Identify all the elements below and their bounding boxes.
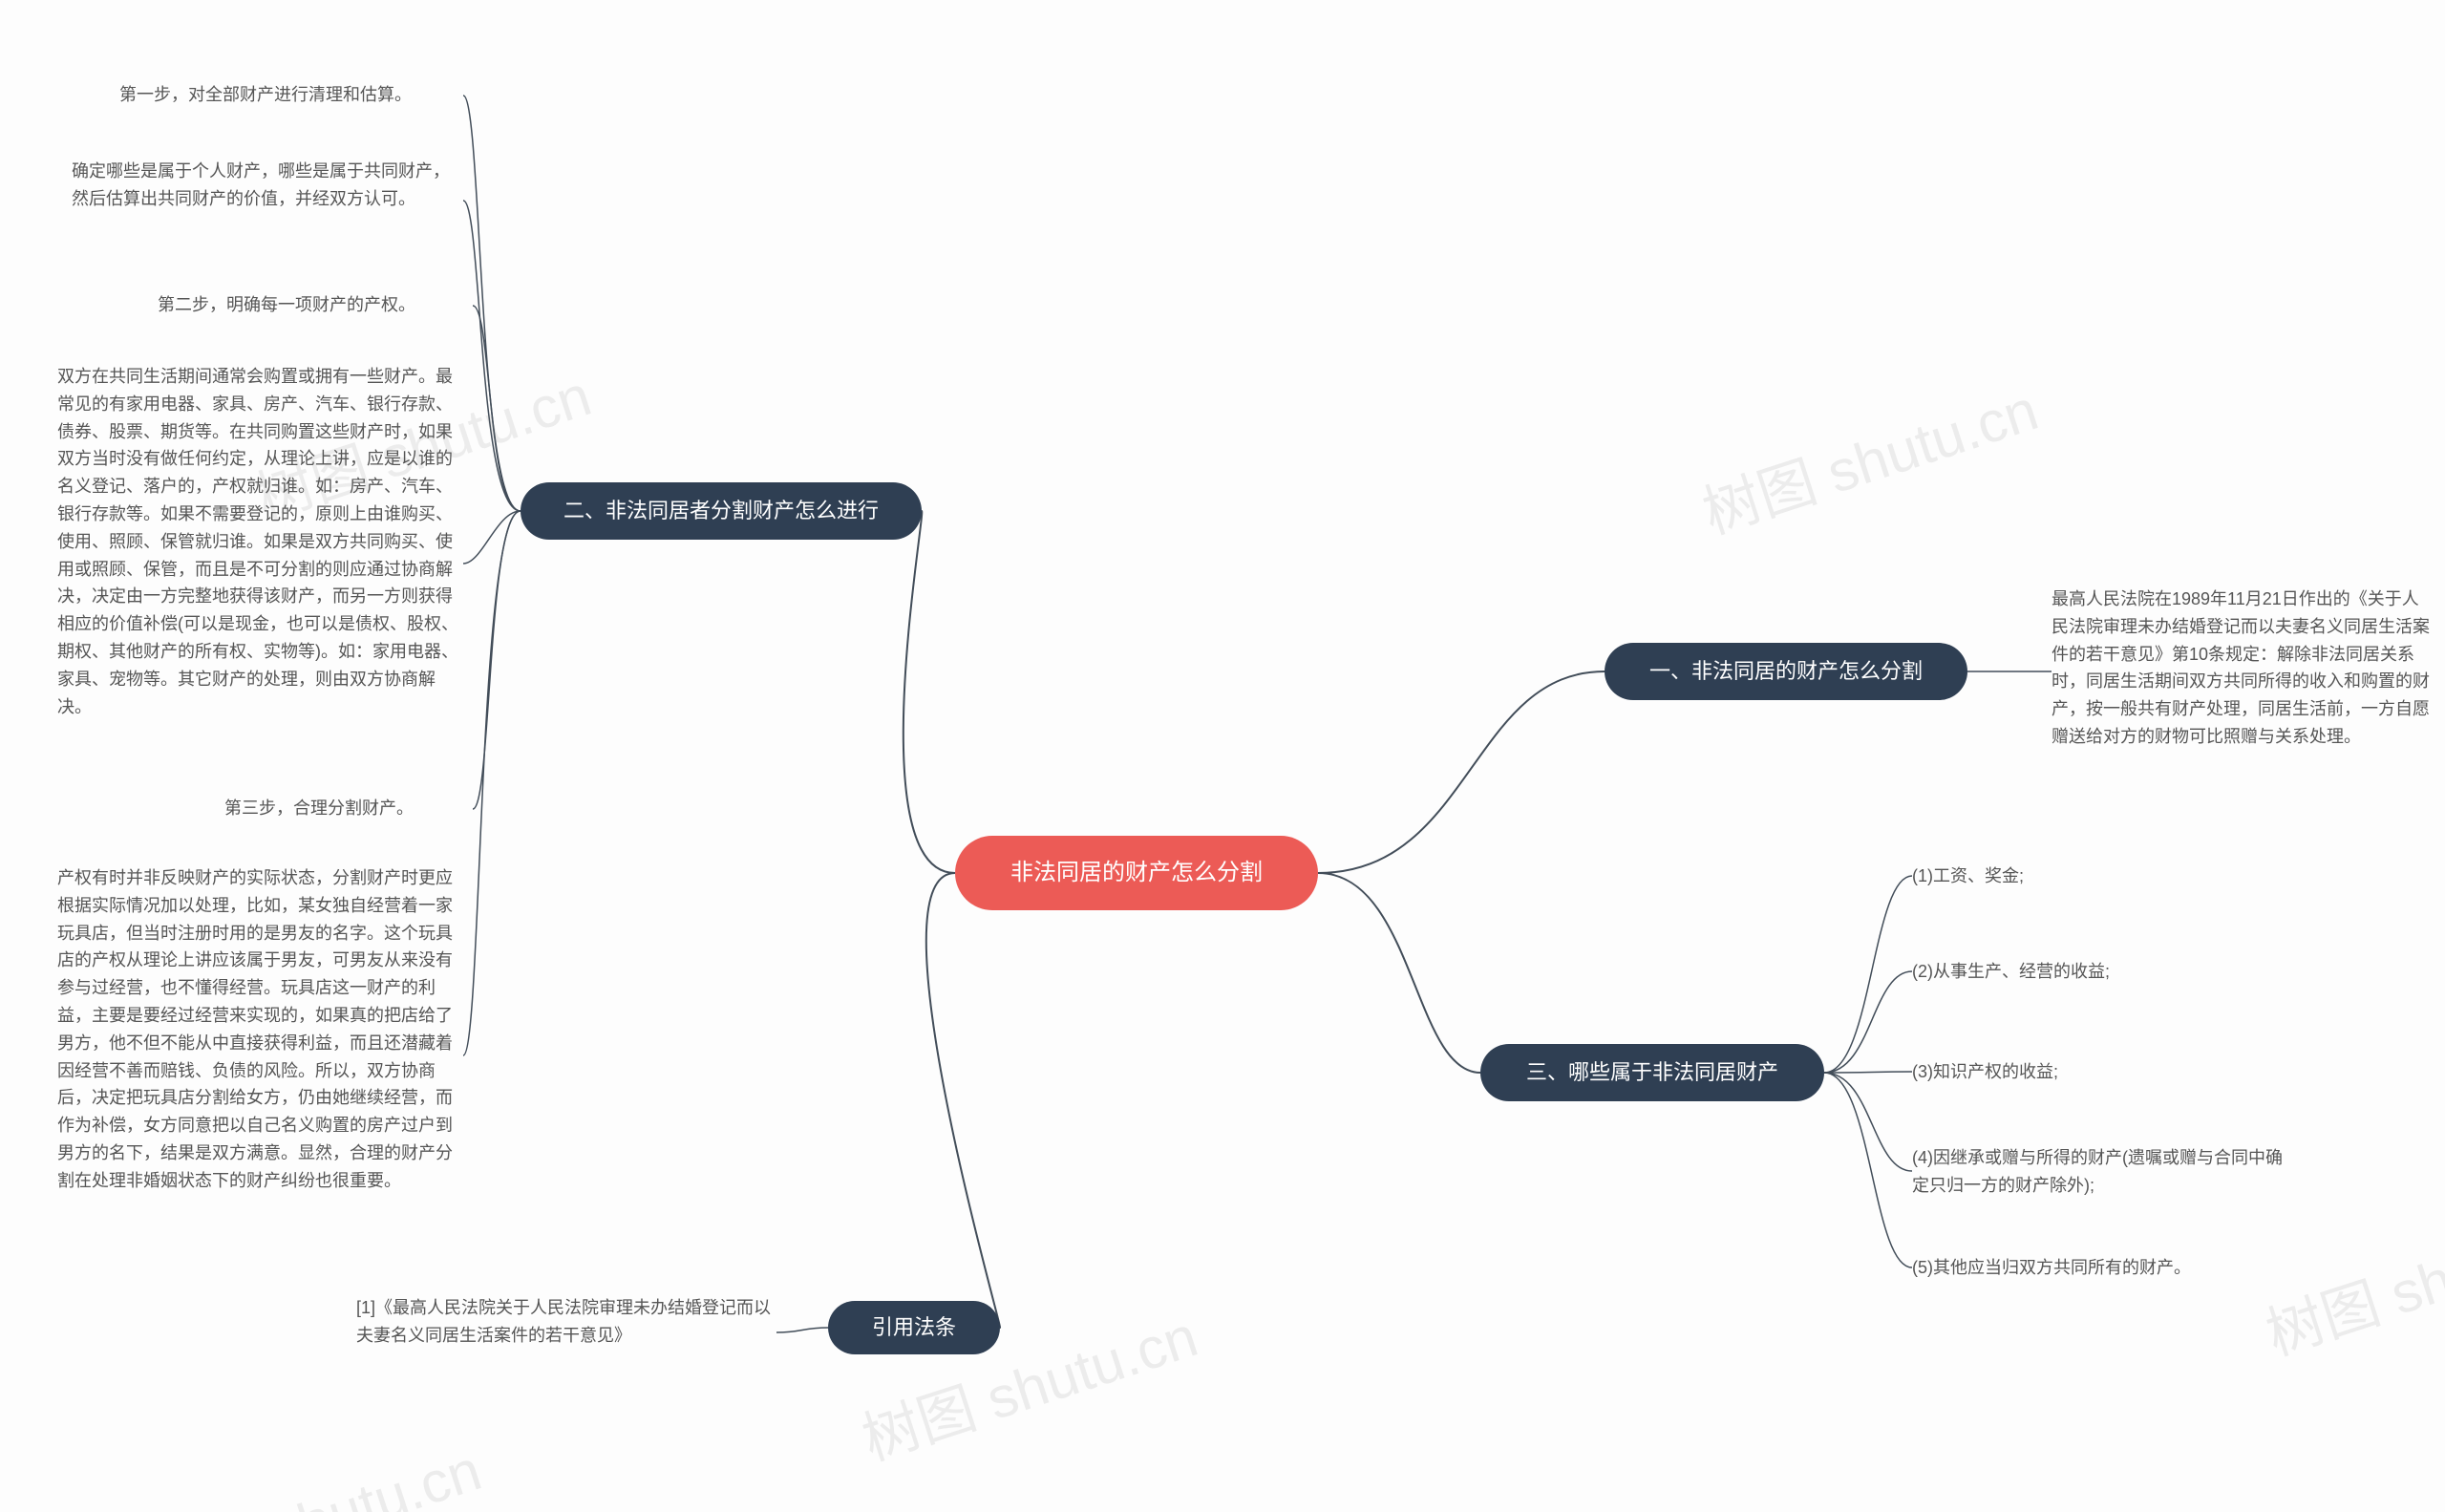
leaf-text: 第二步，明确每一项财产的产权。 [158,291,473,319]
branch-label: 一、非法同居的财产怎么分割 [1649,657,1923,687]
watermark: 树图 shutu.cn [2254,1185,2445,1372]
branch-node-3[interactable]: 三、哪些属于非法同居财产 [1480,1044,1824,1101]
leaf-text: 第三步，合理分割财产。 [224,795,473,822]
branch-label: 三、哪些属于非法同居财产 [1526,1058,1778,1088]
leaf-text: (1)工资、奖金; [1912,862,2103,890]
leaf-text: [1]《最高人民法院关于人民法院审理未办结婚登记而以夫妻名义同居生活案件的若干意… [356,1294,776,1350]
branch-label: 二、非法同居者分割财产怎么进行 [563,497,879,526]
leaf-text: 第一步，对全部财产进行清理和估算。 [119,81,463,109]
leaf-text: (3)知识产权的收益; [1912,1058,2122,1086]
watermark: 树图 shutu.cn [134,1424,490,1512]
branch-node-4[interactable]: 引用法条 [828,1301,1000,1354]
branch-node-2[interactable]: 二、非法同居者分割财产怎么进行 [521,482,922,540]
leaf-text: 双方在共同生活期间通常会购置或拥有一些财产。最常见的有家用电器、家具、房产、汽车… [57,363,463,720]
mindmap-canvas: 树图 shutu.cn 树图 shutu.cn 树图 shutu.cn 树图 s… [0,0,2445,1512]
leaf-text: 确定哪些是属于个人财产，哪些是属于共同财产，然后估算出共同财产的价值，并经双方认… [72,158,463,213]
branch-node-1[interactable]: 一、非法同居的财产怎么分割 [1605,643,1967,700]
leaf-text: (4)因继承或赠与所得的财产(遗嘱或赠与合同中确定只归一方的财产除外); [1912,1144,2294,1200]
leaf-text: 最高人民法院在1989年11月21日作出的《关于人民法院审理未办结婚登记而以夫妻… [2052,586,2434,751]
leaf-text: (2)从事生产、经营的收益; [1912,958,2179,986]
leaf-text: (5)其他应当归双方共同所有的财产。 [1912,1254,2256,1282]
root-node[interactable]: 非法同居的财产怎么分割 [955,836,1318,910]
root-label: 非法同居的财产怎么分割 [1010,857,1263,889]
leaf-text: 产权有时并非反映财产的实际状态，分割财产时更应根据实际情况加以处理，比如，某女独… [57,864,463,1195]
branch-label: 引用法条 [872,1313,956,1343]
connector-layer [0,0,2445,1512]
watermark: 树图 shutu.cn [1690,364,2047,550]
